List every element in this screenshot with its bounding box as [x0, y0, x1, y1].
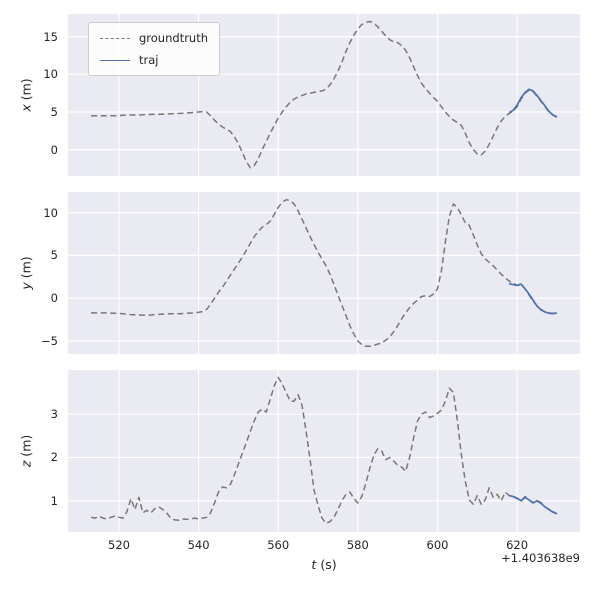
groundtruth-line [91, 20, 558, 169]
y-tick-label: 1 [50, 493, 58, 508]
x-axis-offset-label: +1.403638e9 [501, 551, 580, 565]
groundtruth-line [91, 198, 557, 348]
x-tick-label: 620 [506, 538, 529, 552]
xlabel-unit: (s) [320, 557, 337, 572]
x-tick-label: 560 [267, 538, 290, 552]
x-tick-label: 600 [426, 538, 449, 552]
y-tick-label: 15 [43, 29, 58, 44]
traj-line-sample [100, 59, 130, 61]
traj-line [508, 494, 558, 515]
y-tick-label: 0 [50, 291, 58, 306]
y-tick-label: 10 [43, 67, 58, 82]
groundtruth-line [90, 376, 558, 525]
xlabel-var: t [311, 557, 317, 572]
legend-label-groundtruth: groundtruth [139, 31, 209, 45]
axes-background [68, 370, 580, 532]
y-tick-label: 3 [50, 407, 58, 422]
x-tick-label: 540 [187, 538, 210, 552]
legend: groundtruth traj [88, 22, 221, 76]
y-tick-label: 10 [43, 205, 58, 220]
y-tick-label: −5 [41, 334, 58, 349]
y-tick-label: 5 [50, 104, 58, 119]
y-tick-label: 2 [50, 450, 58, 465]
x-tick-label: 520 [108, 538, 130, 552]
subplot-z-canvas [68, 370, 580, 532]
y-tick-label: 0 [50, 142, 58, 157]
ylabel-y-var: y [18, 282, 34, 290]
traj-line [508, 88, 558, 118]
x-tick-label: 580 [346, 538, 369, 552]
subplot-y-canvas [68, 192, 580, 354]
xlabel: t (s) [311, 557, 336, 572]
axes-background [68, 192, 580, 354]
groundtruth-line-sample [100, 37, 130, 39]
traj-line [508, 282, 558, 315]
y-tick-label: 5 [50, 248, 58, 263]
legend-label-traj: traj [139, 53, 159, 67]
legend-item-groundtruth: groundtruth [100, 31, 208, 45]
legend-item-traj: traj [100, 53, 208, 67]
